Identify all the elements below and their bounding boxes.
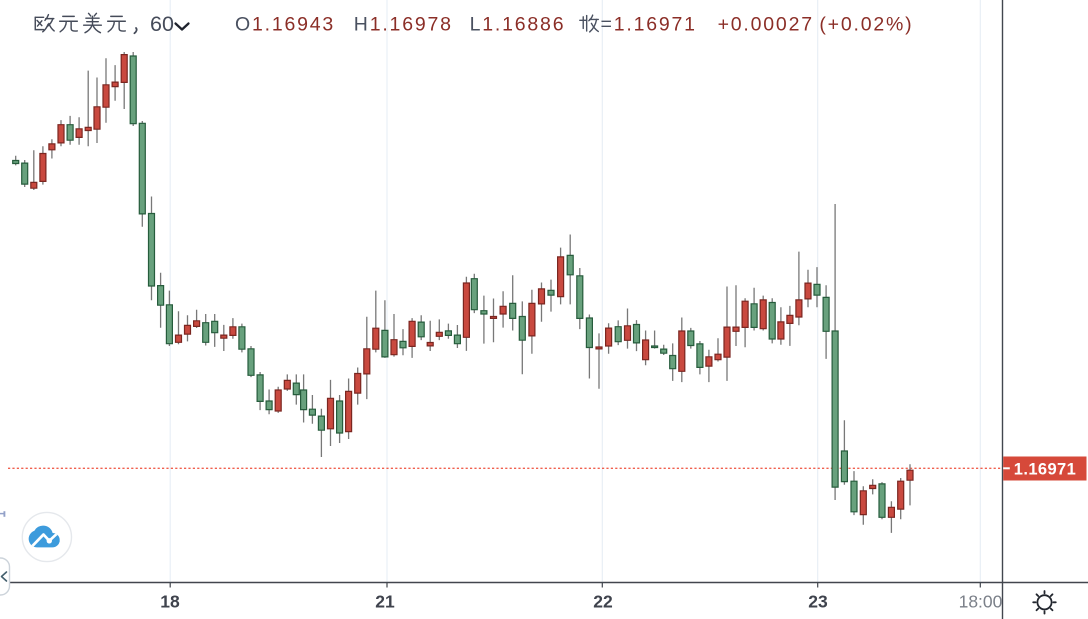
svg-text:L1.16886: L1.16886: [470, 14, 566, 36]
svg-text:+0.00027: +0.00027: [718, 14, 814, 36]
svg-text:18:00: 18:00: [959, 592, 1003, 612]
svg-text:23: 23: [808, 592, 828, 612]
svg-text:H1.16978: H1.16978: [354, 14, 453, 36]
svg-text:=1.16971: =1.16971: [601, 14, 697, 36]
svg-text:(+0.02%): (+0.02%): [819, 14, 913, 36]
svg-text:22: 22: [593, 592, 613, 612]
svg-text:21: 21: [375, 592, 395, 612]
svg-text:O1.16943: O1.16943: [235, 14, 335, 36]
svg-text:18: 18: [160, 592, 180, 612]
svg-text:60: 60: [150, 12, 174, 36]
svg-text:1.16971: 1.16971: [1014, 461, 1076, 479]
